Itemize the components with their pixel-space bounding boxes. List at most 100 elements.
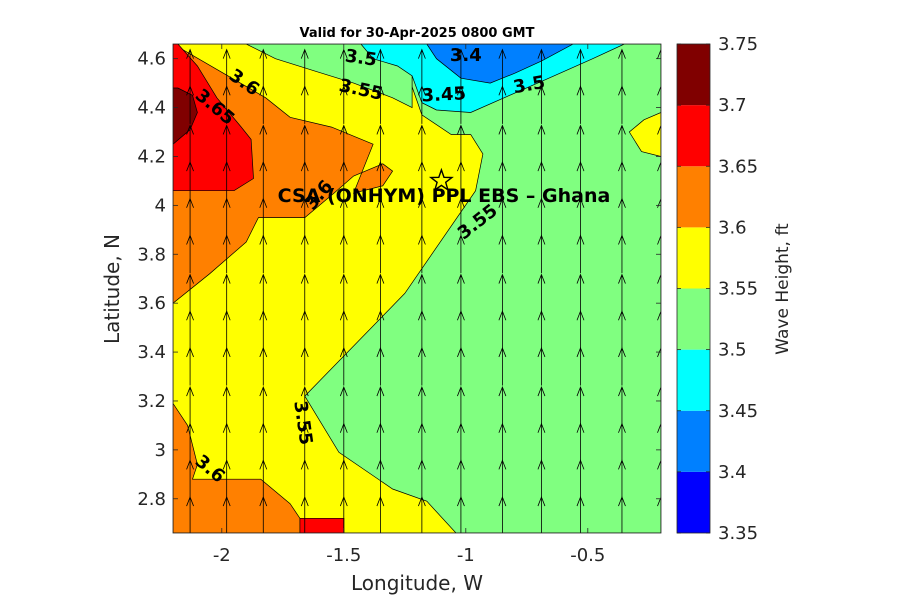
y-tick-label: 3.6: [137, 293, 166, 314]
wave-arrow: [222, 273, 231, 313]
wave-arrow: [498, 124, 507, 164]
y-tick-label: 3: [155, 440, 166, 461]
contour-regions: [173, 44, 661, 533]
wave-arrow: [376, 48, 385, 88]
site-star-icon: [428, 167, 454, 192]
wave-arrow: [300, 273, 309, 313]
colorbar-swatch: [677, 349, 710, 411]
wave-arrow: [657, 385, 661, 425]
colorbar-tick-label: 3.45: [718, 401, 758, 422]
wave-arrow: [657, 234, 661, 274]
x-axis: -2 -1.5 -1 -0.5: [213, 44, 605, 566]
wave-arrow: [618, 124, 626, 164]
wave-arrow: [498, 48, 507, 88]
contour-region: [173, 44, 254, 192]
colorbar-tick-label: 3.7: [718, 95, 747, 116]
contour-label: 3.4: [450, 45, 482, 66]
contour-region: [628, 112, 661, 157]
y-axis-label: Latitude, N: [100, 234, 124, 344]
wave-arrow: [418, 273, 426, 313]
wave-arrow: [657, 273, 661, 313]
wave-arrow: [376, 273, 385, 313]
wave-arrow: [186, 124, 194, 164]
wave-arrow: [576, 273, 585, 313]
colorbar-tick-label: 3.35: [718, 523, 758, 544]
wave-arrow: [186, 48, 194, 88]
wave-arrow: [576, 124, 585, 164]
y-tick-label: 3.8: [137, 244, 166, 265]
colorbar: 3.35 3.4 3.45 3.5 3.55 3.6 3.65 3.7 3.75: [676, 34, 758, 544]
colorbar-swatch: [677, 410, 710, 472]
wave-arrow: [657, 495, 661, 533]
wave-arrow: [376, 124, 385, 164]
colorbar-label: Wave Height, ft: [773, 223, 793, 355]
y-tick-label: 2.8: [137, 489, 166, 510]
wave-arrow: [186, 385, 194, 425]
wave-arrow: [457, 385, 465, 425]
contour-label: 3.5: [344, 46, 379, 71]
wave-arrow: [418, 385, 426, 425]
wave-arrow: [339, 385, 348, 425]
wave-arrow: [576, 385, 585, 425]
wave-arrow: [498, 273, 507, 313]
wave-arrow: [339, 48, 348, 88]
wave-arrow: [222, 385, 231, 425]
colorbar-swatch: [677, 105, 710, 167]
wave-arrow: [457, 124, 465, 164]
wave-arrow: [618, 273, 626, 313]
plot-frame: [172, 43, 662, 534]
wave-arrow: [339, 273, 348, 313]
colorbar-tick-label: 3.4: [718, 462, 747, 483]
wave-arrow: [498, 385, 507, 425]
contour-region: [299, 517, 345, 533]
wave-arrow: [259, 48, 268, 88]
wave-arrow: [618, 48, 626, 88]
x-tick-label: -1: [457, 545, 475, 566]
wave-arrow: [300, 124, 309, 164]
wave-arrow: [418, 124, 426, 164]
y-tick-label: 4.4: [137, 98, 166, 119]
wave-arrow: [537, 273, 546, 313]
wave-arrow: [657, 422, 661, 462]
y-tick-label: 4.6: [137, 49, 166, 70]
wave-arrow: [537, 48, 546, 88]
colorbar-tick-label: 3.65: [718, 156, 758, 177]
y-axis: 2.8 3 3.2 3.4 3.6 3.8 4 4.2 4.4 4.6: [137, 49, 661, 510]
wave-arrow: [457, 48, 465, 88]
wave-arrow: [537, 124, 546, 164]
wave-arrow: [657, 346, 661, 386]
x-axis-label: Longitude, W: [351, 571, 483, 595]
contour-label: 3.45: [421, 83, 466, 106]
wave-arrow: [186, 273, 194, 313]
colorbar-tick-label: 3.6: [718, 217, 747, 238]
site-marker-group: CSA (ONHYM) PPL EBS – Ghana: [278, 167, 610, 207]
contour-region: [173, 402, 345, 533]
wave-arrow: [537, 385, 546, 425]
wave-arrow: [300, 385, 309, 425]
x-tick-label: -2: [213, 545, 231, 566]
colorbar-tick-label: 3.75: [718, 34, 758, 55]
wave-arrow: [657, 161, 661, 200]
wave-arrow: [259, 273, 268, 313]
colorbar-swatch: [677, 288, 710, 350]
wave-arrow: [657, 48, 661, 88]
colorbar-swatch: [677, 44, 710, 106]
wave-arrow: [576, 48, 585, 88]
wave-arrow: [657, 197, 661, 237]
wave-arrow: [259, 385, 268, 425]
wave-arrow: [657, 310, 661, 349]
wave-arrow: [376, 385, 385, 425]
wave-arrow: [457, 273, 465, 313]
y-tick-label: 3.2: [137, 391, 166, 412]
y-tick-label: 4: [155, 195, 166, 216]
y-tick-label: 4.2: [137, 146, 166, 167]
wave-arrow: [657, 124, 661, 164]
wave-arrow: [222, 48, 231, 88]
wave-arrow: [259, 124, 268, 164]
colorbar-tick-label: 3.5: [718, 340, 747, 361]
x-tick-label: -1.5: [326, 545, 361, 566]
wave-arrow: [222, 124, 231, 164]
wave-arrow: [300, 48, 309, 88]
wave-arrow: [657, 459, 661, 499]
